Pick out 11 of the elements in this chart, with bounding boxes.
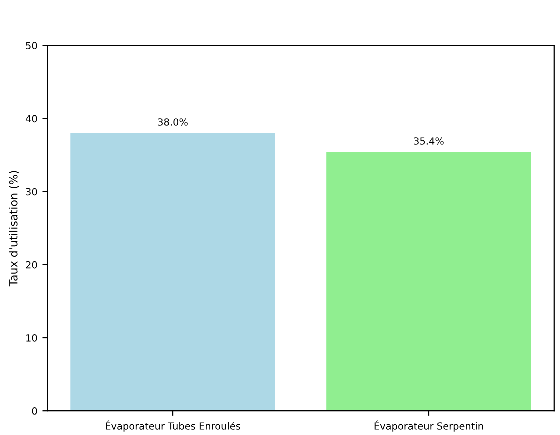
y-axis-title: Taux d'utilisation (%) [9, 171, 20, 287]
y-tick-label: 30 [26, 188, 38, 196]
data-label: 38.0% [158, 118, 188, 126]
y-tick-label: 40 [26, 115, 38, 123]
y-tick-label: 20 [26, 261, 38, 269]
x-tick-label: Évaporateur Tubes Enroulés [106, 420, 240, 432]
y-tick-label: 50 [26, 42, 38, 50]
y-tick-label: 10 [26, 334, 38, 342]
y-tick-label: 0 [32, 408, 38, 415]
data-label: 35.4% [414, 138, 444, 145]
x-tick-label: Évaporateur Serpentin [374, 420, 484, 432]
